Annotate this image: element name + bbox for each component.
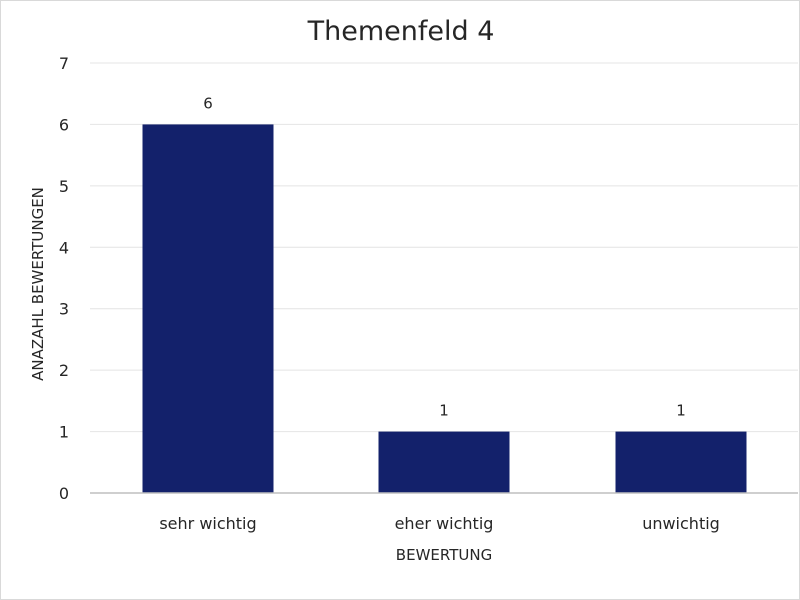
x-tick-label: sehr wichtig [159,514,256,533]
bar-eher-wichtig [378,431,510,493]
x-axis-ticks: sehr wichtig eher wichtig unwichtig [159,514,719,533]
y-axis-ticks: 0 1 2 3 4 5 6 7 [59,54,69,503]
data-label: 6 [203,94,213,112]
y-tick-label: 5 [59,177,69,196]
bars [142,124,747,493]
bar-sehr-wichtig [142,124,274,493]
x-tick-label: eher wichtig [395,514,494,533]
chart-title: Themenfeld 4 [307,16,495,47]
y-axis-title: ANAZAHL BEWERTUNGEN [29,187,47,381]
y-tick-label: 3 [59,300,69,319]
y-tick-label: 0 [59,484,69,503]
data-labels: 6 1 1 [203,94,686,419]
y-tick-label: 7 [59,54,69,73]
x-tick-label: unwichtig [642,514,720,533]
y-tick-label: 1 [59,423,69,442]
y-tick-label: 4 [59,238,69,257]
data-label: 1 [439,402,449,420]
x-axis-title: BEWERTUNG [396,546,492,564]
data-label: 1 [676,402,686,420]
bar-unwichtig [615,431,747,493]
y-tick-label: 6 [59,115,69,134]
y-tick-label: 2 [59,361,69,380]
